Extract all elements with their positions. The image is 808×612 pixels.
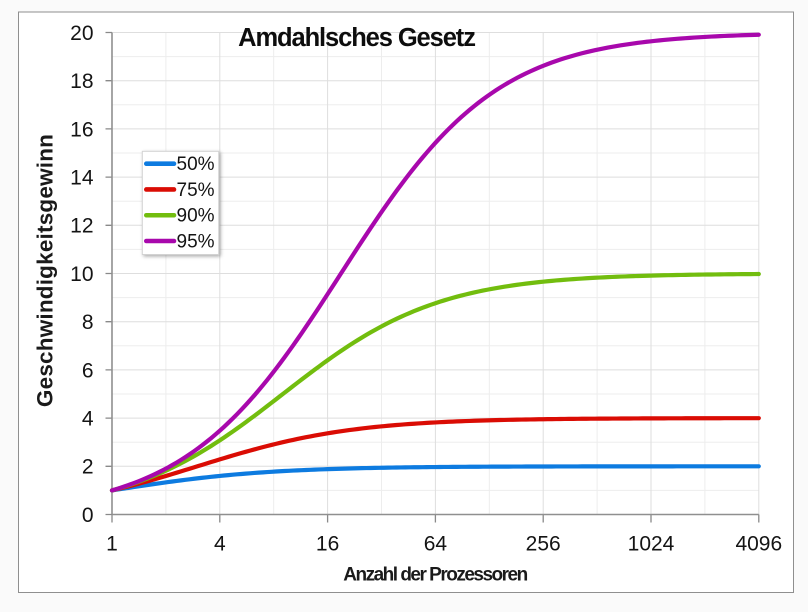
- svg-text:6: 6: [82, 359, 94, 382]
- svg-text:1: 1: [106, 533, 118, 556]
- svg-text:18: 18: [70, 70, 93, 93]
- svg-text:90%: 90%: [177, 206, 215, 227]
- svg-text:4: 4: [214, 533, 226, 556]
- svg-text:4: 4: [82, 408, 94, 431]
- svg-text:4096: 4096: [735, 533, 782, 556]
- svg-text:Amdahlsches Gesetz: Amdahlsches Gesetz: [238, 24, 475, 52]
- svg-text:16: 16: [70, 118, 93, 141]
- svg-text:75%: 75%: [177, 180, 215, 201]
- svg-text:8: 8: [82, 311, 94, 334]
- svg-text:50%: 50%: [177, 154, 215, 175]
- svg-text:20: 20: [70, 22, 93, 45]
- svg-text:2: 2: [82, 456, 94, 479]
- svg-text:Geschwindigkeitsgewinn: Geschwindigkeitsgewinn: [33, 134, 58, 407]
- svg-text:Anzahl der Prozessoren: Anzahl der Prozessoren: [343, 565, 527, 586]
- svg-text:64: 64: [424, 533, 448, 556]
- svg-text:14: 14: [70, 167, 94, 190]
- svg-text:95%: 95%: [177, 232, 215, 253]
- svg-text:16: 16: [316, 533, 339, 556]
- svg-text:256: 256: [526, 533, 561, 556]
- svg-text:1024: 1024: [628, 533, 675, 556]
- svg-text:10: 10: [70, 263, 93, 286]
- svg-text:12: 12: [70, 215, 93, 238]
- svg-text:0: 0: [82, 504, 94, 527]
